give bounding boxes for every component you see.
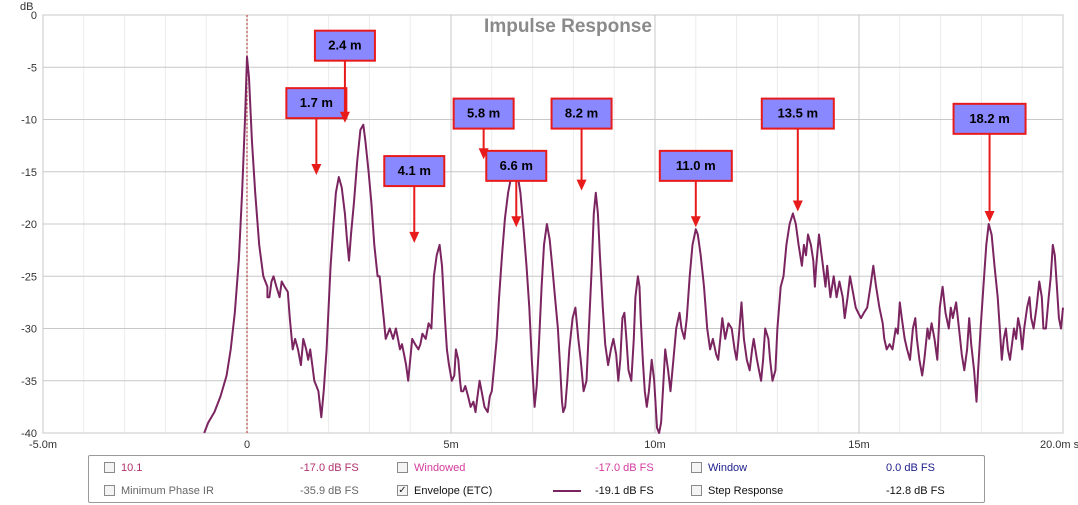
y-tick-label: -35	[21, 376, 37, 388]
y-tick-label: -5	[27, 62, 37, 74]
x-tick-label: 0	[244, 439, 250, 451]
y-tick-label: -40	[21, 428, 37, 440]
y-tick-label: -15	[21, 167, 37, 179]
y-axis-label: dB	[20, 1, 33, 13]
legend-swatch-envelope-etc	[553, 490, 581, 492]
legend-item-step-response[interactable]: Step Response -12.8 dB FS	[691, 482, 961, 502]
legend-name-windowed: Windowed	[414, 462, 466, 474]
x-tick-label: 20.0m s	[1040, 439, 1078, 451]
legend-checkbox-window[interactable]	[691, 462, 702, 473]
annotation-label: 11.0 m	[676, 158, 716, 173]
annotation-label: 13.5 m	[778, 106, 818, 121]
legend-name-envelope-etc: Envelope (ETC)	[414, 485, 493, 497]
y-tick-label: -20	[21, 219, 37, 231]
annotation-arrowhead	[511, 216, 522, 228]
annotation-box	[485, 149, 548, 182]
annotation-label: 4.1 m	[398, 163, 431, 178]
annotation-arrowhead	[339, 111, 350, 123]
annotation-label: 5.8 m	[467, 106, 500, 121]
legend-value-windowed: -17.0 dB FS	[595, 462, 654, 474]
y-tick-label: -10	[21, 115, 37, 127]
annotation-label: 18.2 m	[969, 111, 1009, 126]
legend-item-windowed[interactable]: Windowed -17.0 dB FS	[397, 459, 667, 479]
series-line-envelope-etc	[203, 55, 1064, 434]
legend-item-10-1[interactable]: 10.1 -17.0 dB FS	[104, 459, 374, 479]
legend-item-envelope-etc[interactable]: Envelope (ETC) -19.1 dB FS	[397, 482, 667, 502]
annotation-arrowhead	[409, 231, 420, 243]
annotation-arrowhead	[984, 211, 995, 222]
legend-value-step-response: -12.8 dB FS	[886, 485, 945, 497]
annotation-arrowhead	[690, 216, 701, 228]
legend-value-window: 0.0 dB FS	[886, 462, 935, 474]
legend-item-minimum-phase-ir[interactable]: Minimum Phase IR -35.9 dB FS	[104, 482, 374, 502]
annotation-box	[285, 87, 348, 120]
legend-name-minimum-phase-ir: Minimum Phase IR	[121, 485, 214, 497]
annotation-label: 1.7 m	[300, 95, 333, 110]
annotation-box	[658, 149, 733, 182]
impulse-response-chart: 0 -5 -10 -15 -20 -25 -30 -35 -40 dB -5.0m 0 5m 10m 15m…	[20, 1, 1078, 451]
y-tick-label: -25	[21, 271, 37, 283]
chart-svg: 0 -5 -10 -15 -20 -25 -30 -35 -40 dB -5.0m 0 5m 10m 15m…	[20, 1, 1078, 451]
legend-value-10-1: -17.0 dB FS	[300, 462, 359, 474]
legend-name-window: Window	[708, 462, 748, 474]
annotation-arrowhead	[576, 179, 587, 191]
legend-item-window[interactable]: Window 0.0 dB FS	[691, 459, 961, 479]
legend-row-2: Minimum Phase IR -35.9 dB FS Envelope (E…	[89, 482, 984, 502]
legend-checkbox-step-response[interactable]	[691, 485, 702, 496]
legend-value-envelope-etc: -19.1 dB FS	[595, 485, 654, 497]
legend-name-step-response: Step Response	[708, 485, 784, 497]
x-tick-label: 5m	[443, 439, 458, 451]
annotation-label: 2.4 m	[328, 38, 361, 53]
legend-checkbox-minimum-phase-ir[interactable]	[104, 485, 115, 496]
annotation-label: 8.2 m	[565, 106, 598, 121]
x-tick-label: -5.0m	[29, 439, 57, 451]
legend-checkbox-windowed[interactable]	[397, 462, 408, 473]
y-tick-label: -30	[21, 324, 37, 336]
legend-checkbox-envelope-etc[interactable]	[397, 485, 408, 496]
legend-value-minimum-phase-ir: -35.9 dB FS	[300, 485, 359, 497]
annotation-arrowhead	[792, 200, 803, 212]
annotation-box	[452, 97, 515, 130]
chart-title: Impulse Response	[484, 16, 652, 37]
legend-checkbox-10-1[interactable]	[104, 462, 115, 473]
annotation-label: 6.6 m	[500, 158, 533, 173]
legend-panel: 10.1 -17.0 dB FS Windowed -17.0 dB FS Wi…	[88, 455, 985, 503]
annotation-arrowhead	[311, 163, 322, 175]
legend-row-1: 10.1 -17.0 dB FS Windowed -17.0 dB FS Wi…	[89, 459, 984, 479]
legend-name-10-1: 10.1	[121, 462, 143, 474]
x-tick-label: 15m	[848, 439, 869, 451]
x-tick-label: 10m	[644, 439, 665, 451]
y-tick-label: 0	[31, 10, 37, 22]
